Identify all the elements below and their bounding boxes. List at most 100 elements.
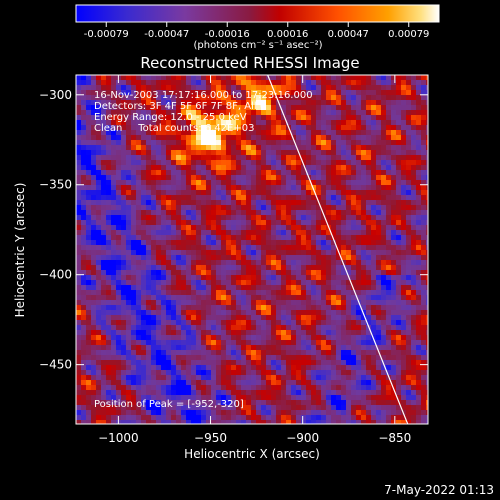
heatmap-cell [171, 415, 177, 421]
heatmap-cell [161, 100, 167, 106]
heatmap-cell [351, 100, 357, 106]
heatmap-cell [126, 205, 132, 211]
heatmap-cell [131, 150, 137, 156]
heatmap-cell [296, 385, 302, 391]
heatmap-cell [236, 275, 242, 281]
heatmap-cell [346, 180, 352, 186]
heatmap-cell [351, 300, 357, 306]
heatmap-cell [241, 160, 247, 166]
heatmap-cell [281, 190, 287, 196]
heatmap-cell [406, 245, 412, 251]
heatmap-cell [316, 240, 322, 246]
heatmap-cell [266, 410, 272, 416]
heatmap-cell [251, 340, 257, 346]
heatmap-cell [141, 400, 147, 406]
heatmap-cell [111, 330, 117, 336]
heatmap-cell [161, 325, 167, 331]
heatmap-cell [196, 230, 202, 236]
heatmap-cell [136, 415, 142, 421]
heatmap-cell [261, 330, 267, 336]
heatmap-cell [231, 255, 237, 261]
heatmap-cell [391, 265, 397, 271]
heatmap-cell [316, 130, 322, 136]
heatmap-cell [281, 80, 287, 86]
heatmap-cell [166, 130, 172, 136]
heatmap-cell [311, 320, 317, 326]
heatmap-cell [261, 370, 267, 376]
heatmap-cell [191, 370, 197, 376]
heatmap-cell [126, 95, 132, 101]
heatmap-cell [181, 90, 187, 96]
heatmap-cell [231, 95, 237, 101]
heatmap-cell [261, 360, 267, 366]
heatmap-cell [261, 245, 267, 251]
heatmap-cell [161, 390, 167, 396]
heatmap-cell [291, 125, 297, 131]
heatmap-cell [411, 205, 417, 211]
heatmap-cell [186, 320, 192, 326]
heatmap-cell [206, 75, 212, 81]
heatmap-cell [261, 240, 267, 246]
heatmap-cell [131, 380, 137, 386]
heatmap-cell [381, 250, 387, 256]
heatmap-cell [201, 340, 207, 346]
heatmap-cell [291, 215, 297, 221]
heatmap-cell [256, 310, 262, 316]
heatmap-cell [271, 130, 277, 136]
heatmap-cell [251, 150, 257, 156]
heatmap-cell [246, 265, 252, 271]
heatmap-cell [296, 175, 302, 181]
heatmap-cell [211, 195, 217, 201]
heatmap-cell [306, 330, 312, 336]
heatmap-cell [356, 85, 362, 91]
heatmap-cell [196, 370, 202, 376]
heatmap-cell [321, 405, 327, 411]
heatmap-cell [186, 195, 192, 201]
heatmap-cell [171, 265, 177, 271]
heatmap-cell [256, 320, 262, 326]
heatmap-cell [386, 290, 392, 296]
heatmap-cell [251, 120, 257, 126]
heatmap-cell [156, 340, 162, 346]
heatmap-cell [206, 100, 212, 106]
heatmap-cell [126, 200, 132, 206]
heatmap-cell [86, 320, 92, 326]
heatmap-cell [261, 120, 267, 126]
heatmap-cell [336, 400, 342, 406]
heatmap-cell [336, 245, 342, 251]
heatmap-cell [311, 195, 317, 201]
heatmap-cell [221, 390, 227, 396]
heatmap-cell [126, 390, 132, 396]
heatmap-cell [426, 130, 428, 136]
heatmap-cell [176, 315, 182, 321]
heatmap-cell [151, 155, 157, 161]
heatmap-cell [331, 145, 337, 151]
heatmap-cell [271, 345, 277, 351]
heatmap-cell [166, 275, 172, 281]
heatmap-cell [106, 375, 112, 381]
heatmap-cell [226, 285, 232, 291]
heatmap-cell [111, 245, 117, 251]
heatmap-cell [366, 340, 372, 346]
heatmap-cell [156, 385, 162, 391]
heatmap-cell [201, 135, 207, 141]
heatmap-cell [96, 395, 102, 401]
heatmap-cell [331, 315, 337, 321]
heatmap-cell [141, 100, 147, 106]
heatmap-cell [246, 320, 252, 326]
heatmap-cell [346, 375, 352, 381]
heatmap-cell [331, 305, 337, 311]
heatmap-cell [316, 275, 322, 281]
heatmap-cell [336, 375, 342, 381]
heatmap-cell [246, 375, 252, 381]
heatmap-cell [326, 190, 332, 196]
heatmap-cell [126, 170, 132, 176]
heatmap-cell [76, 415, 82, 421]
heatmap-cell [341, 320, 347, 326]
heatmap-cell [216, 205, 222, 211]
heatmap-cell [391, 410, 397, 416]
heatmap-cell [391, 90, 397, 96]
heatmap-cell [151, 230, 157, 236]
heatmap-cell [126, 150, 132, 156]
heatmap-cell [366, 195, 372, 201]
